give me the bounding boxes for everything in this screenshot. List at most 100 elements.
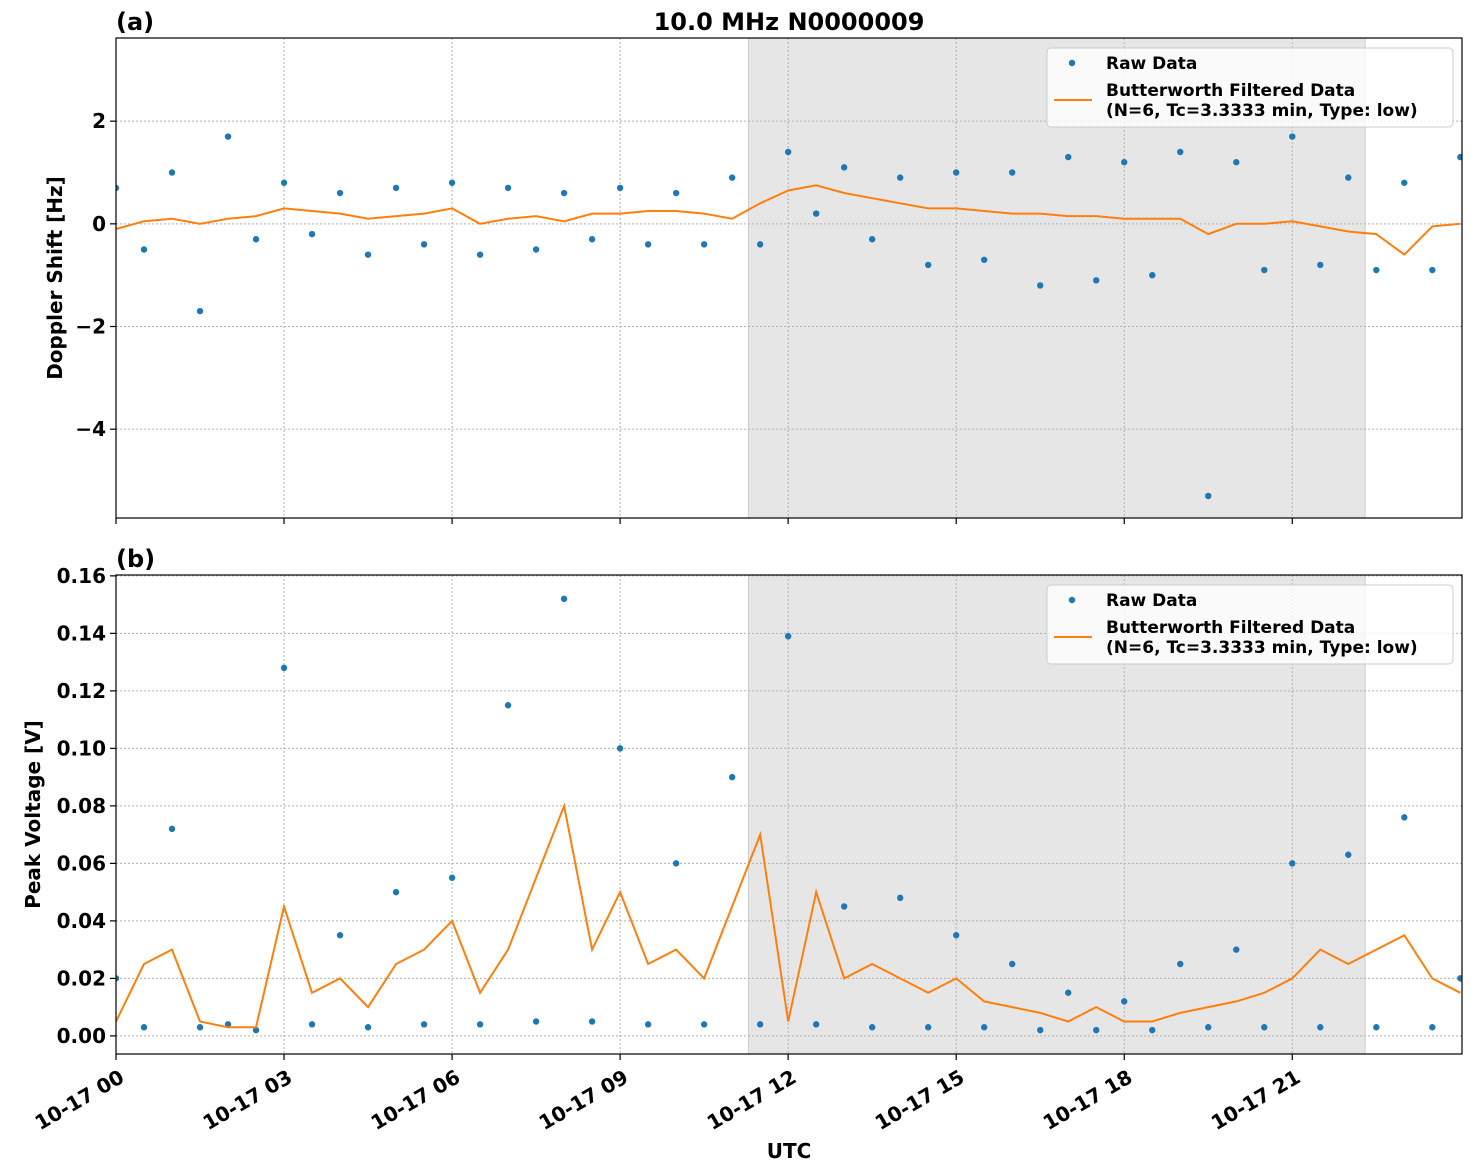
legend-label-line: Butterworth Filtered Data [1106, 618, 1355, 638]
legend-label: Butterworth Filtered Data (N=6, Tc=3.3333… [1106, 81, 1418, 121]
raw-point [1373, 1024, 1380, 1031]
raw-point [588, 1018, 596, 1025]
raw-point [196, 1024, 204, 1031]
raw-point [728, 174, 736, 181]
raw-point [1401, 179, 1408, 186]
y-tick-label: 0.00 [57, 1024, 106, 1048]
raw-point [700, 241, 708, 248]
raw-point [784, 633, 792, 640]
raw-point [1345, 174, 1352, 181]
panel-label: (a) [116, 8, 154, 36]
y-tick-label: 0.08 [57, 794, 106, 818]
raw-point [1289, 133, 1296, 140]
raw-point [140, 1024, 148, 1031]
x-tick-label: 10-17 03 [199, 1065, 297, 1135]
raw-point [116, 184, 120, 192]
panel-label: (b) [116, 545, 155, 573]
raw-point [1037, 1026, 1044, 1034]
raw-point [868, 1024, 876, 1031]
y-tick-label: 0.02 [57, 966, 106, 990]
raw-point [1345, 851, 1352, 858]
raw-point [116, 975, 120, 982]
raw-point [280, 664, 288, 672]
x-tick-label: 10-17 18 [1039, 1065, 1137, 1135]
raw-point [1177, 960, 1184, 968]
raw-point [981, 1024, 988, 1031]
raw-point [588, 236, 596, 243]
raw-point [1401, 814, 1408, 821]
raw-point [728, 773, 736, 781]
legend-label-line: Butterworth Filtered Data [1106, 81, 1355, 101]
y-tick-label: 0 [92, 212, 106, 236]
raw-point [140, 246, 148, 253]
y-tick-label: −2 [75, 315, 106, 339]
raw-point [1093, 277, 1100, 284]
raw-point [476, 251, 484, 258]
raw-point [1457, 153, 1462, 161]
raw-point [1093, 1026, 1100, 1034]
raw-point [1261, 1024, 1268, 1031]
y-tick-label: 2 [92, 109, 106, 133]
raw-point [1289, 860, 1296, 867]
raw-point [1177, 148, 1184, 156]
raw-point [448, 179, 456, 186]
raw-point [392, 184, 400, 192]
raw-point [224, 133, 232, 140]
raw-point [1149, 1026, 1156, 1034]
legend-label-line: Raw Data [1106, 54, 1197, 74]
x-tick-label: 10-17 00 [31, 1065, 129, 1135]
raw-point [504, 184, 512, 192]
raw-point [1121, 998, 1128, 1005]
raw-point [812, 1021, 820, 1028]
raw-point [672, 860, 680, 867]
raw-point [476, 1021, 484, 1028]
axes-frame [115, 574, 1463, 1055]
plot-area [116, 595, 1462, 1034]
raw-point [504, 702, 512, 709]
plot-area [116, 133, 1462, 500]
raw-point [1121, 159, 1128, 166]
legend-marker [1068, 59, 1076, 67]
raw-point [560, 595, 568, 603]
raw-point [1429, 1024, 1436, 1031]
x-axis-label: UTC [767, 1139, 812, 1163]
raw-point [1261, 266, 1268, 274]
raw-point [1037, 282, 1044, 289]
x-tick-label: 10-17 15 [871, 1065, 969, 1135]
raw-point [756, 241, 764, 248]
x-tick-label: 10-17 09 [535, 1065, 633, 1135]
y-tick-label: 0.12 [57, 679, 106, 703]
raw-point [784, 148, 792, 156]
raw-point [840, 164, 848, 171]
y-tick-label: 0.06 [57, 851, 106, 875]
raw-point [168, 169, 176, 176]
legend-label-line: Raw Data [1106, 591, 1197, 611]
legend-box [1046, 47, 1454, 128]
raw-point [1009, 960, 1016, 968]
raw-point [756, 1021, 764, 1028]
y-tick-label: 0.04 [57, 909, 106, 933]
raw-point [336, 932, 344, 939]
raw-point [1009, 169, 1016, 176]
legend-label-line: (N=6, Tc=3.3333 min, Type: low) [1106, 638, 1418, 658]
raw-point [1429, 266, 1436, 274]
raw-point [924, 1024, 932, 1031]
raw-point [560, 189, 568, 197]
raw-point [896, 894, 904, 902]
raw-point [952, 169, 960, 176]
raw-point [532, 246, 540, 253]
x-tick-label: 10-17 06 [367, 1065, 465, 1135]
raw-point [981, 256, 988, 263]
raw-point [1065, 989, 1072, 996]
raw-point [168, 825, 176, 833]
raw-point [364, 1024, 372, 1031]
filtered-line [115, 184, 1461, 256]
y-tick-label: 0.14 [57, 621, 106, 645]
raw-point [532, 1018, 540, 1025]
raw-point [1233, 159, 1240, 166]
raw-point [1317, 1024, 1324, 1031]
chart-title: 10.0 MHz N0000009 [654, 8, 925, 36]
raw-point [196, 307, 204, 315]
raw-point [924, 261, 932, 269]
raw-point [420, 241, 428, 248]
